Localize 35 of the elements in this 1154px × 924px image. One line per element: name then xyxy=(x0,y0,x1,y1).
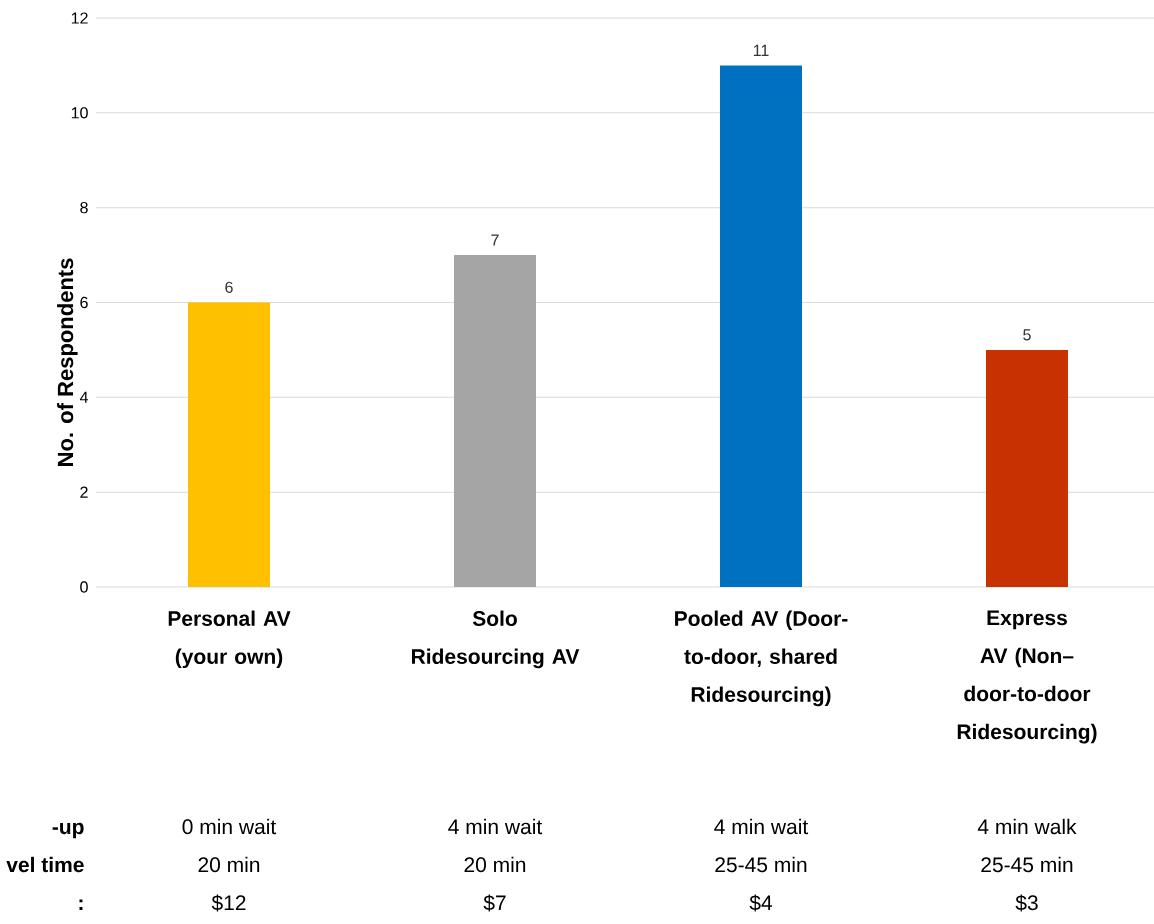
text: 0 min wait xyxy=(182,818,277,835)
text: 4 min wait xyxy=(714,818,809,835)
text: $3 xyxy=(1015,894,1038,912)
y-tick-label: 0 xyxy=(80,581,88,593)
text: $7 xyxy=(483,894,506,912)
text: -up xyxy=(52,822,84,839)
text: 25-45 min xyxy=(715,856,807,873)
bar xyxy=(453,255,536,587)
data-label: 5 xyxy=(1023,329,1031,341)
x-tick-label: Personal AV (your own) xyxy=(168,610,291,669)
text: 20 min xyxy=(464,856,526,873)
text: 4 min walk xyxy=(977,818,1077,835)
y-tick-label: 10 xyxy=(71,107,88,119)
x-tick-label: Pooled AV (Door-to-door, shared Ridesourcing) xyxy=(675,610,848,707)
bar xyxy=(985,349,1068,587)
text: 20 min xyxy=(198,856,260,873)
data-label: 7 xyxy=(491,234,499,246)
data-label: 6 xyxy=(225,281,233,293)
y-tick-label: 12 xyxy=(71,12,88,24)
text: : xyxy=(79,899,83,910)
y-axis-title: No. of Respondents xyxy=(57,258,78,466)
bar xyxy=(719,65,802,587)
text: $4 xyxy=(749,894,773,912)
data-label: 11 xyxy=(753,44,769,56)
y-tick-label: 8 xyxy=(80,202,88,214)
y-tick-label: 6 xyxy=(80,296,88,309)
y-tick-label: 4 xyxy=(79,391,88,403)
text: $12 xyxy=(211,894,246,912)
x-tick-label: Solo Ridesourcing AV xyxy=(412,610,580,669)
y-tick-label: 2 xyxy=(80,486,88,498)
bar xyxy=(188,302,270,587)
x-tick-label: Express AV (Non–door-to-door Ridesourcing) xyxy=(957,610,1097,744)
text: 25-45 min xyxy=(981,856,1073,873)
text: vel time xyxy=(6,856,84,873)
text: 4 min wait xyxy=(448,818,543,835)
